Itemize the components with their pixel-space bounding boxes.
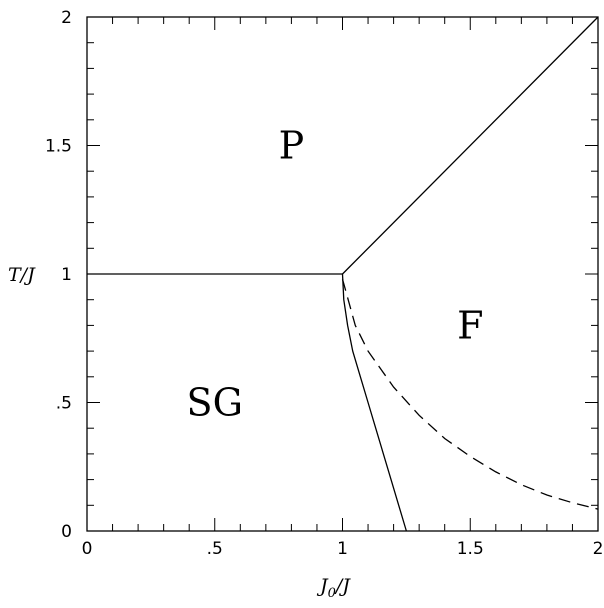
region-label: P bbox=[279, 124, 305, 168]
y-tick-label: 1.5 bbox=[45, 137, 72, 157]
y-axis-label: T/J bbox=[8, 264, 36, 286]
region-label: SG bbox=[187, 381, 243, 425]
y-tick-label: 2 bbox=[61, 8, 72, 28]
phase-boundary-line bbox=[341, 273, 408, 532]
x-tick-label: 2 bbox=[593, 539, 604, 559]
x-axis-label-main: J bbox=[316, 575, 329, 597]
x-axis-label-rest: /J bbox=[334, 575, 351, 597]
x-tick-label: 1.5 bbox=[457, 539, 484, 559]
y-tick-label: 1 bbox=[61, 265, 72, 285]
x-axis-label-subscript: 0 bbox=[328, 586, 336, 601]
y-tick-label: .5 bbox=[56, 394, 72, 414]
region-label: F bbox=[457, 303, 483, 347]
x-tick-label: 1 bbox=[337, 539, 348, 559]
x-axis-label: J0/J bbox=[316, 575, 351, 601]
x-tick-label: 0 bbox=[82, 539, 93, 559]
y-tick-label: 0 bbox=[61, 522, 72, 542]
x-tick-label: .5 bbox=[207, 539, 223, 559]
phase-boundary-line bbox=[342, 16, 599, 275]
dashed-boundary-line bbox=[341, 278, 599, 510]
